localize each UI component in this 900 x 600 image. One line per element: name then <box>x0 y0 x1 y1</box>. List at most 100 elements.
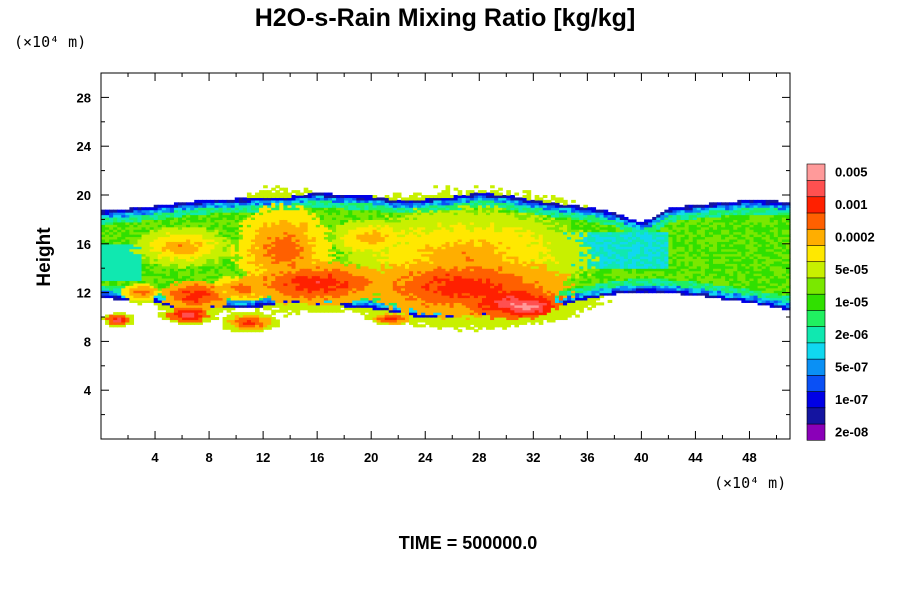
field-cell <box>242 207 248 213</box>
field-cell <box>473 197 479 201</box>
field-cell <box>635 287 641 291</box>
field-cell <box>486 314 491 330</box>
field-cell <box>222 212 228 216</box>
field-cell <box>692 214 698 218</box>
field-cell <box>737 280 742 284</box>
field-cell <box>486 197 491 201</box>
field-cell <box>105 229 110 233</box>
field-cell <box>129 234 135 238</box>
field-cell <box>550 292 556 306</box>
field-cell <box>737 243 742 252</box>
field-cell <box>271 209 276 223</box>
field-cell <box>725 212 730 216</box>
field-cell <box>372 295 378 299</box>
field-cell <box>117 214 122 218</box>
field-cell <box>486 202 491 206</box>
field-cell <box>336 224 341 250</box>
field-cell <box>186 321 191 325</box>
field-cell <box>234 263 240 272</box>
field-cell <box>696 212 702 216</box>
field-cell <box>323 268 329 279</box>
field-cell <box>688 256 694 262</box>
field-cell <box>210 287 216 291</box>
field-cell <box>721 238 726 242</box>
field-cell <box>332 268 337 279</box>
field-cell <box>279 192 284 199</box>
field-cell <box>238 226 244 230</box>
field-cell <box>579 258 584 262</box>
field-cell <box>656 221 661 225</box>
field-cell <box>327 251 333 255</box>
field-cell <box>137 280 143 284</box>
field-cell <box>234 212 240 216</box>
field-cell <box>178 317 183 323</box>
field-cell <box>668 229 674 235</box>
field-cell <box>246 263 252 272</box>
field-cell <box>477 204 483 228</box>
field-cell <box>461 314 467 328</box>
field-cell <box>603 219 609 223</box>
field-cell <box>457 190 463 196</box>
field-cell <box>206 287 212 294</box>
field-cell <box>664 280 670 286</box>
field-cell <box>417 273 422 277</box>
field-cell <box>376 295 382 299</box>
field-cell <box>319 195 325 199</box>
field-cell <box>173 204 179 208</box>
field-cell <box>688 204 694 208</box>
field-cell <box>246 324 252 328</box>
field-cell <box>599 214 605 218</box>
field-cell <box>773 241 779 250</box>
field-cell <box>680 221 686 228</box>
field-cell <box>721 253 726 264</box>
field-cell <box>611 241 617 245</box>
field-cell <box>708 209 714 216</box>
field-cell <box>506 260 511 274</box>
field-cell <box>595 221 601 225</box>
field-cell <box>696 224 702 228</box>
field-cell <box>733 285 738 289</box>
field-cell <box>445 212 451 230</box>
field-cell <box>664 221 670 225</box>
field-cell <box>396 202 402 208</box>
field-cell <box>583 246 588 255</box>
field-cell <box>169 260 175 264</box>
field-cell <box>777 214 783 238</box>
field-cell <box>680 209 686 216</box>
field-cell <box>550 212 556 216</box>
field-cell <box>303 195 309 199</box>
field-cell <box>611 219 617 223</box>
field-cell <box>449 317 455 328</box>
field-cell <box>165 231 171 235</box>
field-cell <box>210 238 216 242</box>
field-cell <box>644 263 649 269</box>
field-cell <box>587 243 592 247</box>
field-cell <box>113 216 118 223</box>
field-cell <box>332 304 337 313</box>
field-cell <box>222 251 228 257</box>
field-cell <box>263 282 268 286</box>
field-cell <box>101 317 106 321</box>
field-cell <box>319 209 325 216</box>
field-cell <box>579 290 584 294</box>
field-cell <box>672 287 678 291</box>
field-cell <box>165 212 171 216</box>
field-cell <box>315 199 321 208</box>
field-cell <box>392 302 398 306</box>
field-cell <box>259 326 264 330</box>
field-cell <box>376 204 382 211</box>
field-cell <box>623 270 629 279</box>
field-cell <box>668 285 674 289</box>
field-cell <box>384 319 390 323</box>
field-cell <box>530 236 536 242</box>
field-cell <box>542 214 548 218</box>
field-cell <box>307 292 313 301</box>
field-cell <box>481 297 487 306</box>
field-cell <box>133 224 139 228</box>
field-cell <box>259 273 264 296</box>
field-cell <box>781 209 787 213</box>
field-cell <box>583 216 588 220</box>
field-cell <box>165 285 171 289</box>
field-cell <box>234 275 240 281</box>
